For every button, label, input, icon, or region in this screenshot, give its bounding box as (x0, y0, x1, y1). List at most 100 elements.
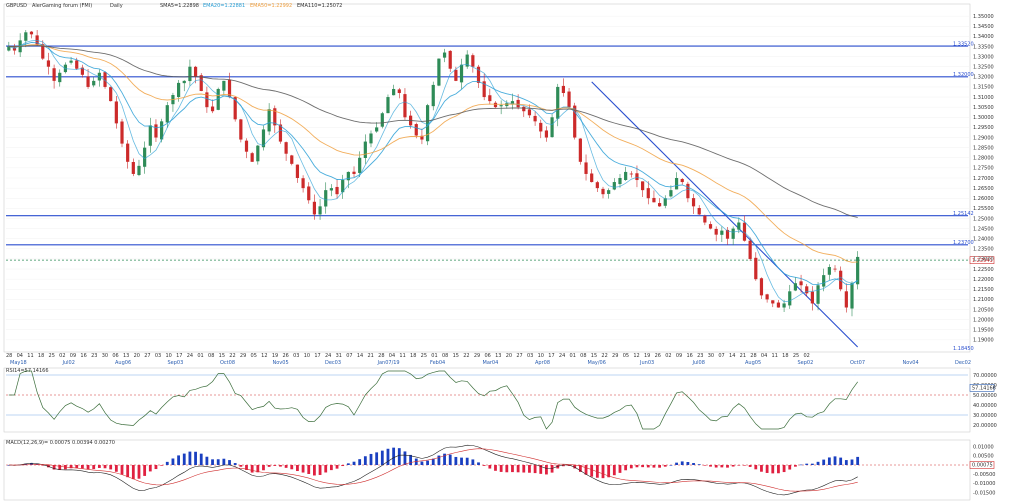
date-tick-label: 11 (772, 353, 778, 359)
candle-body (657, 203, 662, 207)
macd-histogram-bar (290, 465, 294, 470)
candle-body (414, 124, 418, 136)
macd-histogram-bar (443, 453, 446, 465)
date-tick-label: 16 (80, 353, 86, 359)
candle-body (199, 75, 203, 91)
macd-histogram-bar (358, 459, 362, 465)
price-tick-label: 1.33000 (973, 54, 994, 60)
price-tick-label: 1.23000 (973, 257, 994, 263)
candle-body (233, 97, 237, 120)
macd-histogram-bar (533, 465, 537, 474)
candle-body (822, 275, 826, 287)
date-tick-label: 25 (793, 353, 799, 359)
price-tick-label: 1.25000 (973, 216, 994, 222)
macd-histogram-bar (618, 465, 622, 473)
candle-body (527, 109, 532, 116)
month-label: Nov05 (273, 360, 289, 366)
macd-histogram-bar (194, 451, 197, 465)
candle-body (459, 64, 464, 83)
candle-body (148, 125, 152, 146)
macd-histogram-bar (30, 463, 33, 465)
candle-body (182, 80, 186, 84)
macd-histogram-bar (182, 453, 186, 465)
candle-body (737, 222, 741, 230)
month-label: Dec03 (325, 360, 341, 366)
macd-value-tag (969, 461, 995, 469)
price-tick-label: 1.26500 (973, 186, 994, 192)
date-tick-label: 15 (453, 353, 459, 359)
price-tick-label: 1.19000 (973, 338, 994, 344)
rsi-tick-label: 20.00000 (973, 423, 997, 429)
macd-histogram-bar (75, 465, 79, 469)
macd-histogram-bar (816, 461, 820, 465)
candle-body (629, 173, 633, 175)
candle-body (273, 108, 277, 126)
macd-histogram-bar (171, 458, 175, 465)
macd-histogram-bar (754, 465, 758, 470)
price-tick-label: 1.32500 (973, 65, 994, 71)
candle-body (590, 173, 594, 183)
candle-body (267, 109, 271, 132)
month-label: Sep02 (798, 360, 814, 366)
candle-body (392, 88, 396, 96)
candle-body (578, 138, 582, 162)
macd-histogram-bar (522, 465, 526, 473)
rsi-panel (3, 367, 971, 433)
macd-histogram-bar (833, 456, 837, 465)
horizontal-level-label: 1.33520 (953, 41, 974, 47)
macd-histogram-bar (663, 465, 667, 467)
macd-histogram-bar (595, 465, 599, 478)
candle-body (850, 283, 854, 309)
macd-histogram-bar (318, 465, 322, 475)
macd-histogram-bar (114, 465, 118, 472)
macd-histogram-bar (188, 451, 192, 465)
macd-histogram-bar (448, 454, 452, 465)
date-tick-label: 26 (282, 353, 288, 359)
price-tick-label: 1.25500 (973, 206, 994, 212)
date-tick-label: 17 (176, 353, 182, 359)
macd-histogram-bar (635, 465, 639, 468)
macd-histogram-bar (810, 463, 814, 465)
candle-body (635, 173, 639, 181)
candle-body (522, 106, 526, 112)
date-tick-label: 06 (484, 353, 490, 359)
date-tick-label: 27 (516, 353, 522, 359)
candle-body (92, 80, 96, 86)
candle-body (431, 84, 435, 107)
candle-body (193, 66, 198, 77)
macd-histogram-bar (856, 456, 860, 465)
date-tick-label: 29 (474, 353, 480, 359)
macd-histogram-bar (228, 460, 231, 465)
macd-histogram-bar (131, 465, 135, 480)
macd-histogram-bar (545, 465, 548, 475)
rsi-line (8, 370, 858, 430)
candle-body (686, 183, 690, 199)
macd-tick-label: 0.00500 (973, 454, 994, 460)
macd-histogram-bar (222, 458, 226, 465)
macd-histogram-bar (137, 465, 141, 479)
month-label: May/06 (588, 360, 606, 366)
macd-histogram-bar (256, 465, 260, 473)
date-tick-label: 03 (155, 353, 161, 359)
macd-histogram-bar (714, 465, 718, 468)
candle-body (816, 285, 820, 304)
macd-histogram-bar (103, 465, 107, 469)
price-tick-label: 1.19500 (973, 328, 994, 334)
date-tick-label: 28 (378, 353, 384, 359)
macd-histogram-bar (748, 465, 752, 467)
date-tick-label: 17 (548, 353, 554, 359)
macd-histogram-bar (641, 465, 645, 468)
candle-body (703, 215, 707, 223)
candle-body (510, 101, 515, 105)
candle-body (482, 81, 486, 98)
macd-histogram-bar (363, 456, 367, 465)
macd-histogram-bar (697, 464, 701, 465)
price-tick-label: 1.29000 (973, 135, 994, 141)
date-tick-label: 18 (38, 353, 44, 359)
macd-histogram-bar (528, 465, 531, 473)
month-label: Jun03 (639, 360, 654, 366)
date-tick-label: 08 (442, 353, 448, 359)
candle-body (539, 122, 543, 132)
macd-histogram-bar (24, 463, 28, 465)
